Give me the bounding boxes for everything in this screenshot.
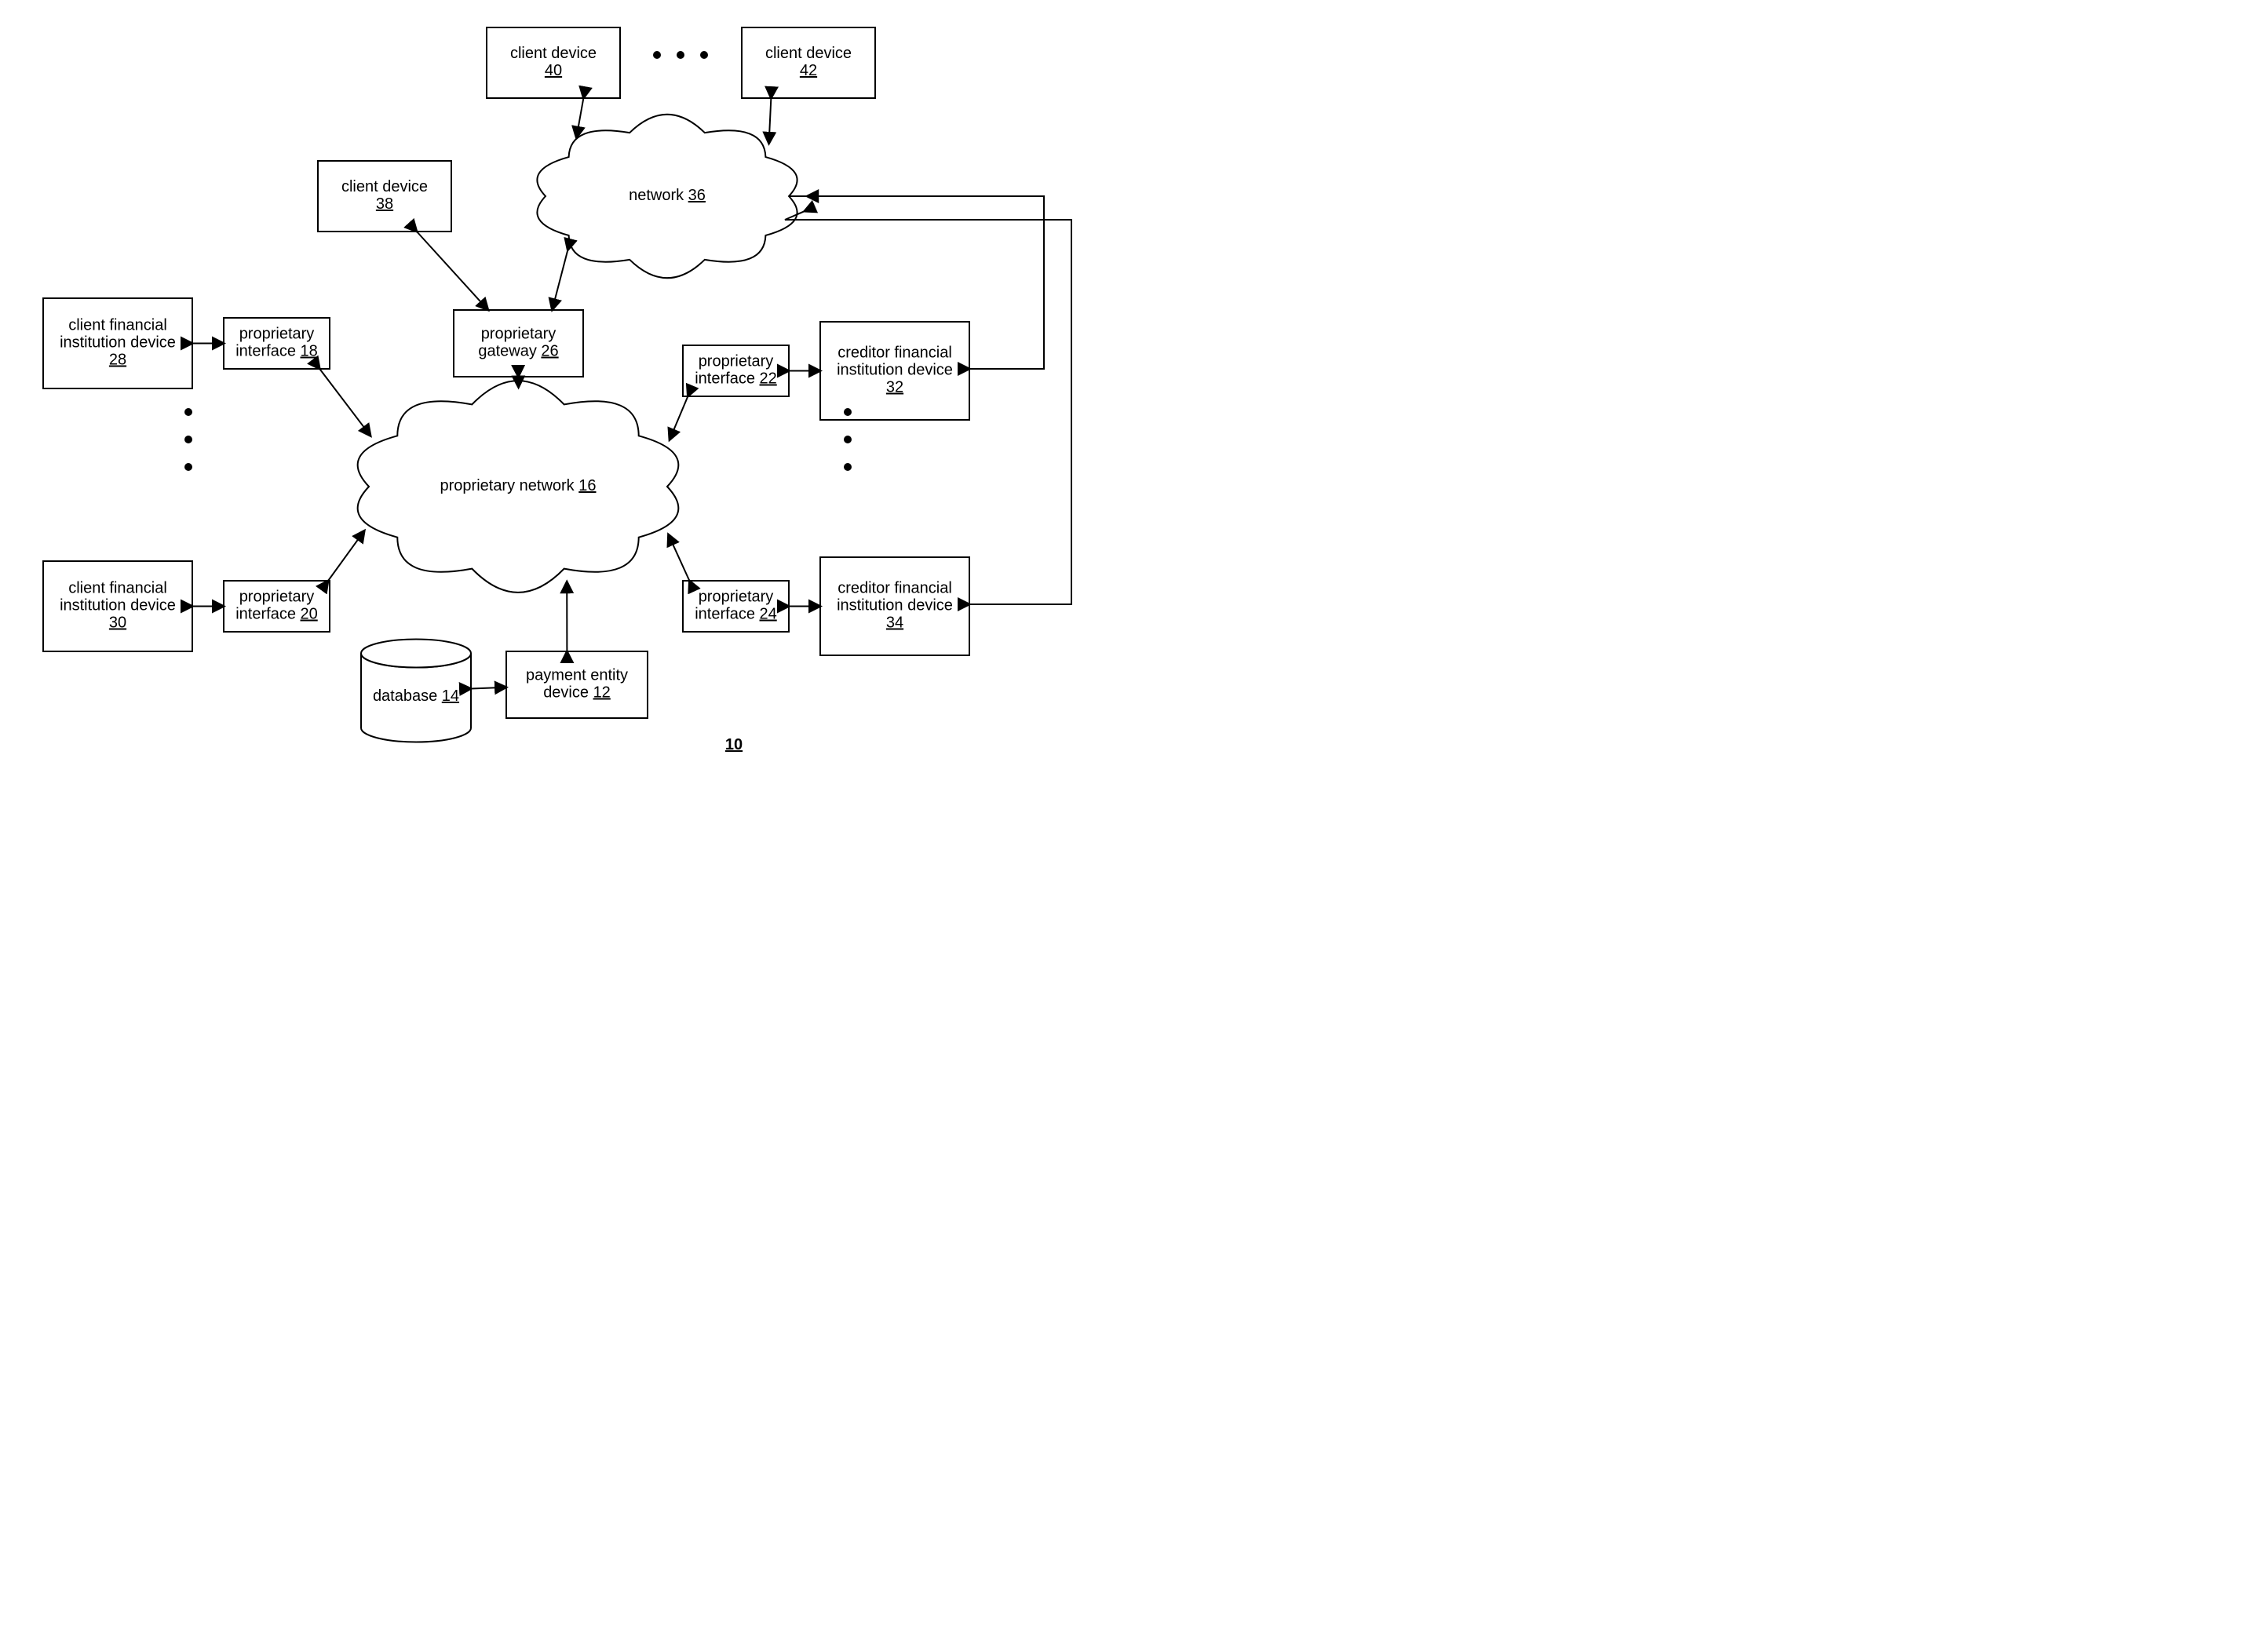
diagram-canvas: client device40client device42client dev… — [0, 0, 1124, 826]
ellipsis-dot — [844, 463, 852, 471]
svg-text:gateway 26: gateway 26 — [478, 343, 558, 360]
svg-text:proprietary: proprietary — [699, 353, 774, 370]
svg-text:database 14: database 14 — [373, 687, 459, 705]
svg-text:institution device: institution device — [60, 334, 176, 352]
ellipsis-dot — [844, 408, 852, 416]
svg-text:network 36: network 36 — [629, 187, 706, 204]
ellipsis-dot — [184, 463, 192, 471]
svg-text:device 12: device 12 — [543, 684, 611, 702]
ellipsis-dot — [653, 51, 661, 59]
svg-text:interface 18: interface 18 — [235, 343, 318, 360]
ellipsis-dot — [700, 51, 708, 59]
edge-client_device_38-prop_gateway_26 — [417, 232, 488, 310]
edge-prop_if_22-prop_net_16 — [670, 396, 688, 440]
edge-client_device_42-network_36 — [769, 98, 772, 144]
svg-text:proprietary: proprietary — [239, 589, 315, 606]
svg-text:34: 34 — [886, 614, 903, 632]
svg-text:interface 22: interface 22 — [695, 370, 777, 388]
svg-text:42: 42 — [800, 62, 817, 79]
svg-text:proprietary network 16: proprietary network 16 — [440, 477, 597, 494]
edge-prop_if_18-prop_net_16 — [319, 369, 370, 436]
svg-text:client device: client device — [510, 45, 597, 62]
ellipsis-dot — [184, 436, 192, 443]
svg-text:interface 20: interface 20 — [235, 606, 318, 623]
svg-text:proprietary: proprietary — [481, 326, 557, 343]
edge-client_device_40-network_36 — [576, 98, 583, 138]
edge-network_36-prop_gateway_26 — [552, 250, 567, 310]
svg-text:client financial: client financial — [68, 317, 167, 334]
ellipsis-dot — [677, 51, 684, 59]
svg-text:institution device: institution device — [837, 362, 953, 379]
ellipsis-dot — [184, 408, 192, 416]
svg-text:30: 30 — [109, 614, 126, 632]
svg-text:28: 28 — [109, 352, 126, 369]
svg-text:32: 32 — [886, 379, 903, 396]
svg-text:client device: client device — [765, 45, 852, 62]
svg-text:40: 40 — [545, 62, 562, 79]
ellipsis-dot — [844, 436, 852, 443]
svg-text:creditor financial: creditor financial — [838, 580, 952, 597]
svg-text:interface 24: interface 24 — [695, 606, 777, 623]
edge-prop_if_24-prop_net_16 — [668, 534, 689, 581]
edge-prop_if_20-prop_net_16 — [328, 531, 364, 581]
svg-text:38: 38 — [376, 195, 393, 213]
svg-text:payment entity: payment entity — [526, 667, 628, 684]
svg-text:client device: client device — [341, 178, 428, 195]
svg-text:institution device: institution device — [837, 597, 953, 614]
edge-database_14-payment_12 — [471, 687, 506, 689]
svg-text:proprietary: proprietary — [239, 326, 315, 343]
svg-text:institution device: institution device — [60, 597, 176, 614]
figure-ref: 10 — [725, 736, 743, 753]
svg-text:proprietary: proprietary — [699, 589, 774, 606]
svg-text:creditor financial: creditor financial — [838, 345, 952, 362]
svg-text:client financial: client financial — [68, 580, 167, 597]
